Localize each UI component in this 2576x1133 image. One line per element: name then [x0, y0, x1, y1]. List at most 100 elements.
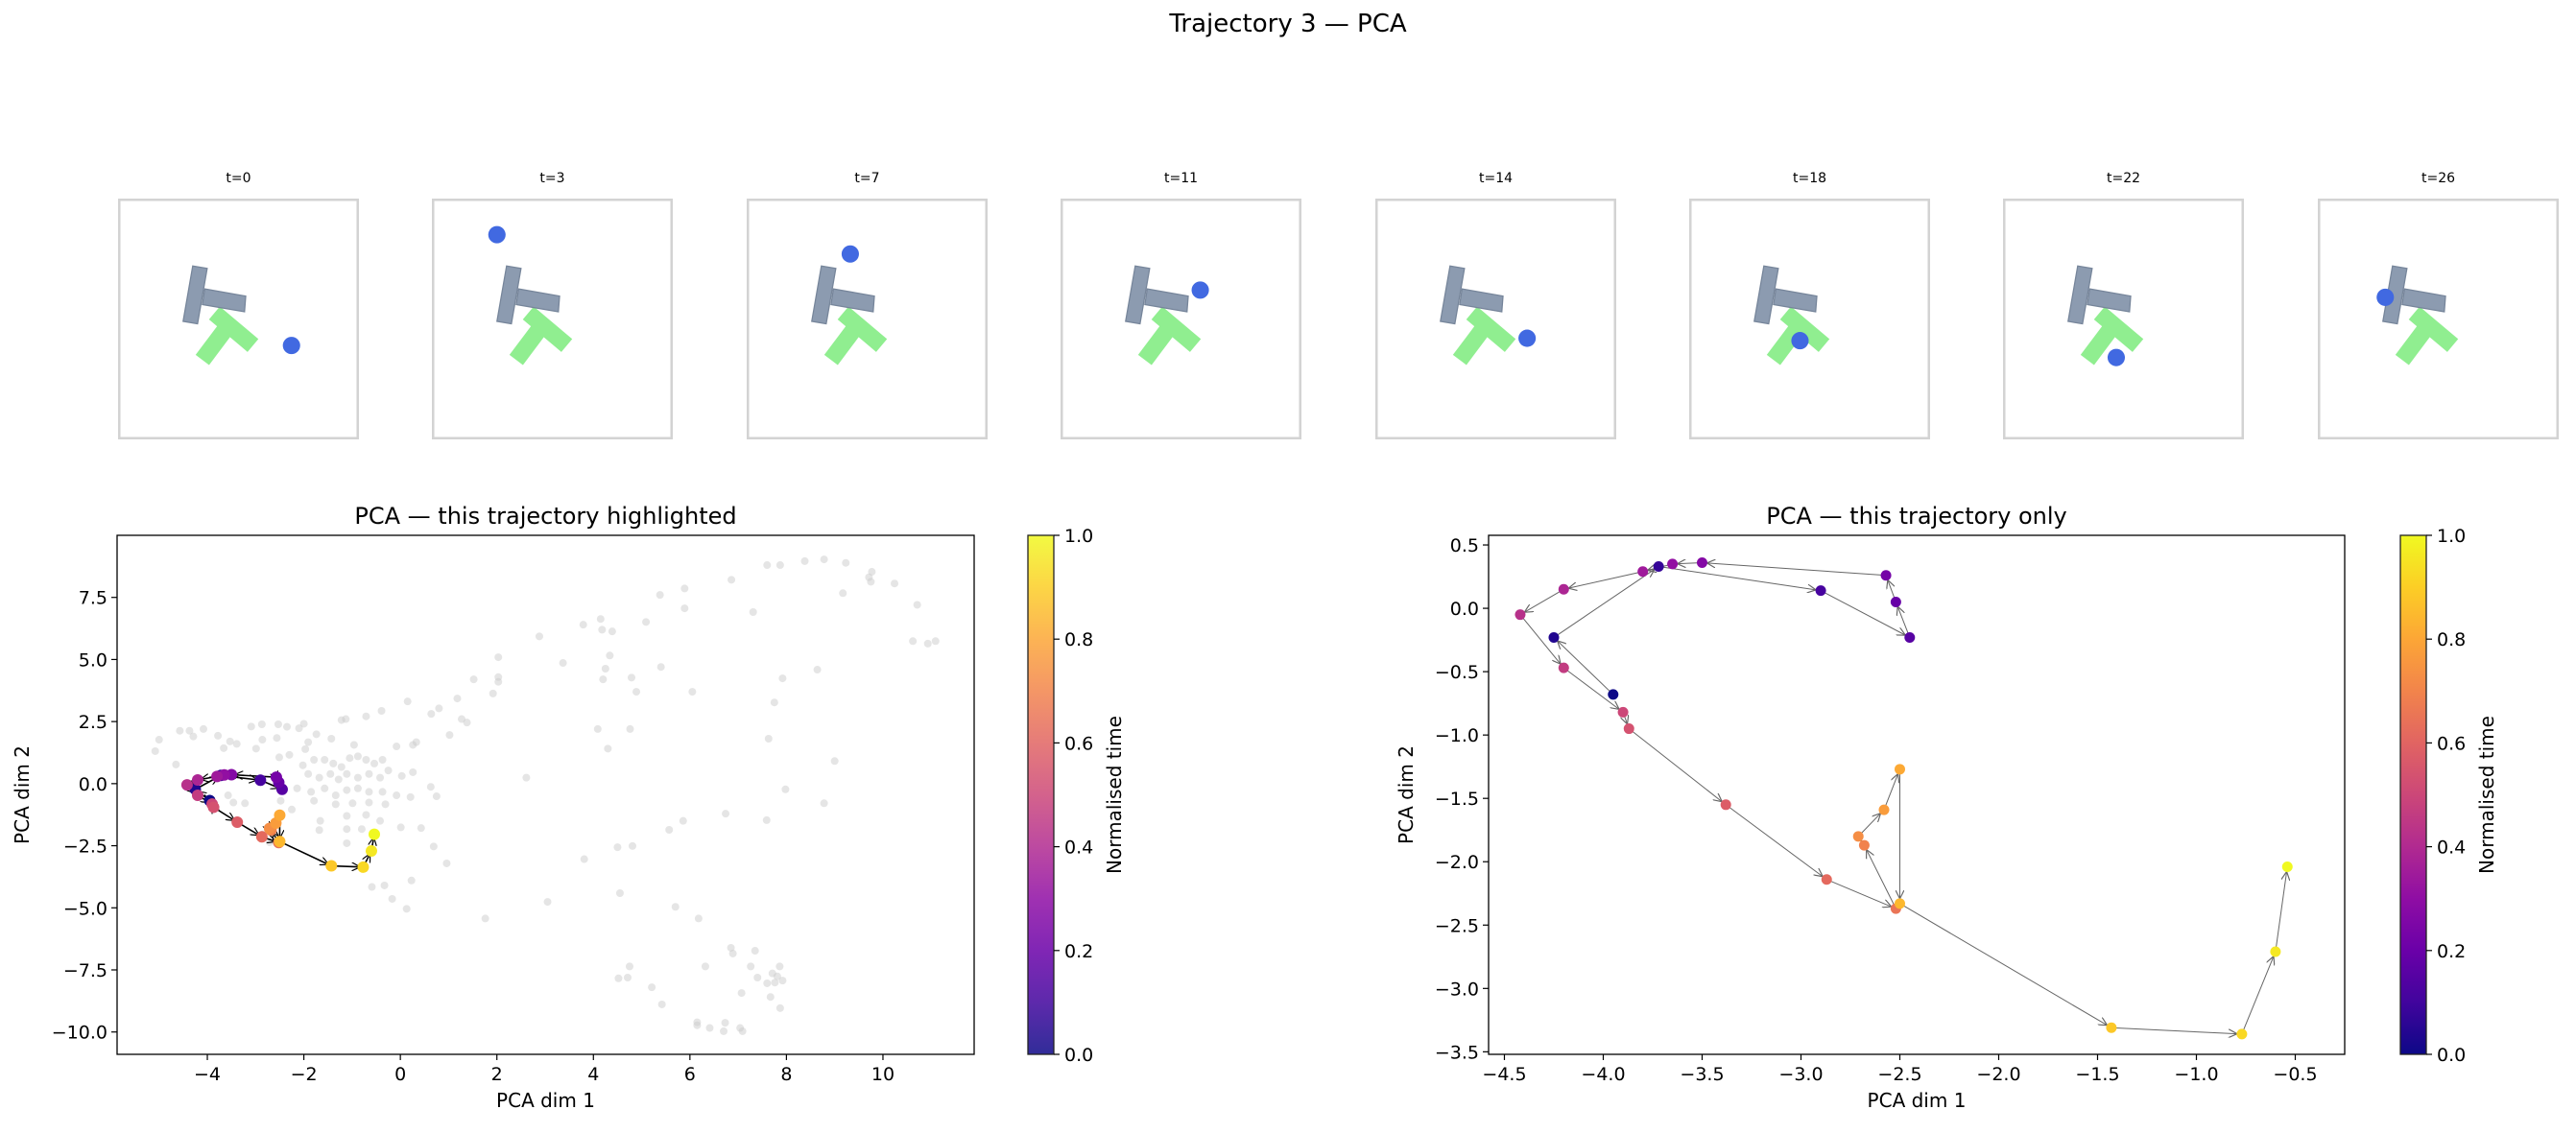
- background-point: [365, 769, 373, 778]
- y-tick-label: 0.0: [79, 774, 107, 795]
- y-axis-label: PCA dim 2: [11, 745, 34, 844]
- background-point: [299, 720, 308, 728]
- background-point: [273, 734, 281, 743]
- background-point: [353, 784, 362, 792]
- background-point: [343, 786, 351, 794]
- x-tick-label: −2: [291, 1064, 318, 1085]
- colorbar-tick-label: 0.8: [1064, 629, 1093, 650]
- background-point: [407, 876, 416, 885]
- background-point: [251, 744, 260, 753]
- trajectory-arrow: [1830, 881, 1892, 907]
- background-point: [370, 759, 379, 767]
- background-point: [304, 738, 313, 746]
- background-point: [613, 843, 622, 852]
- trajectory-point: [180, 779, 193, 791]
- background-point: [778, 977, 787, 985]
- background-point: [608, 627, 616, 636]
- x-tick-label: −3.5: [1680, 1064, 1724, 1085]
- trajectory-arrow: [1522, 618, 1561, 665]
- trajectory-point: [369, 828, 381, 840]
- frame-border: [118, 199, 359, 439]
- background-point: [665, 825, 674, 834]
- background-point: [599, 675, 608, 684]
- block-t-stem: [811, 265, 837, 325]
- trajectory-point: [1515, 609, 1526, 621]
- colorbar-tick-label: 0.0: [2437, 1045, 2466, 1066]
- background-point: [727, 576, 736, 584]
- trajectory-arrow: [1903, 905, 2108, 1025]
- target-t-bar: [837, 306, 888, 352]
- background-point: [775, 561, 784, 570]
- trajectory-point: [1821, 874, 1832, 885]
- frame-thumbnail: [1061, 199, 1301, 439]
- target-t-bar: [208, 306, 259, 352]
- background-point: [481, 914, 489, 923]
- block-t-bar: [2401, 288, 2446, 313]
- trajectory-point: [1623, 723, 1634, 735]
- target-t-bar: [522, 306, 573, 352]
- colorbar-tick-label: 0.4: [1064, 838, 1093, 859]
- colorbar-bar: [1027, 534, 1055, 1055]
- y-tick-label: −0.5: [1435, 662, 1479, 683]
- background-point: [656, 591, 664, 600]
- background-point: [657, 1000, 666, 1008]
- background-point: [293, 784, 301, 792]
- block-t-bar: [2087, 288, 2132, 313]
- background-point: [820, 799, 828, 808]
- x-tick-label: −1.5: [2075, 1064, 2119, 1085]
- background-point: [626, 724, 634, 733]
- trajectory-point: [1617, 706, 1629, 718]
- background-point: [559, 659, 567, 668]
- block-t-bar: [1144, 288, 1189, 313]
- trajectory-arrow: [1729, 807, 1823, 877]
- background-point: [377, 707, 386, 716]
- trajectory-point: [1608, 689, 1619, 700]
- target-t-bar: [2093, 306, 2144, 352]
- x-tick-label: −4: [194, 1064, 221, 1085]
- x-tick-label: 10: [871, 1064, 894, 1085]
- background-point: [185, 726, 194, 735]
- axes-frame: [116, 534, 975, 1055]
- background-point: [494, 653, 503, 662]
- trajectory-point: [1558, 583, 1569, 595]
- colorbar-tick-label: 1.0: [1064, 526, 1093, 547]
- background-point: [579, 621, 587, 629]
- background-point: [384, 767, 393, 775]
- background-point: [285, 750, 294, 759]
- background-point: [913, 601, 921, 609]
- plot-area: [1515, 557, 2293, 1040]
- background-point: [596, 615, 605, 624]
- trajectory-arrow: [239, 822, 259, 837]
- background-point: [614, 974, 623, 982]
- y-tick-label: −2.5: [63, 837, 107, 858]
- trajectory-point: [1890, 596, 1901, 607]
- background-point: [376, 773, 385, 782]
- background-point: [388, 894, 396, 903]
- trajectory-arrow: [1663, 566, 1816, 590]
- background-point: [766, 993, 775, 1002]
- y-tick-label: −2.5: [1435, 915, 1479, 936]
- trajectory-arrow: [1625, 717, 1628, 724]
- block-t-stem: [1440, 265, 1466, 325]
- trajectory-point: [1548, 631, 1560, 643]
- background-point: [931, 637, 940, 646]
- colorbar-label: Normalised time: [1103, 716, 1126, 874]
- background-point: [601, 665, 609, 673]
- frame-border: [2003, 199, 2244, 439]
- trajectory-point: [1558, 662, 1569, 673]
- background-point: [362, 756, 370, 765]
- background-point: [348, 799, 357, 808]
- plot-title: PCA — this trajectory only: [1766, 503, 2067, 530]
- agent-dot: [841, 245, 859, 263]
- background-point: [343, 769, 351, 778]
- background-point: [623, 974, 632, 982]
- x-tick-label: −4.5: [1482, 1064, 1526, 1085]
- trajectory-point: [1852, 831, 1864, 842]
- background-point: [749, 607, 757, 616]
- background-point: [688, 688, 697, 696]
- background-point: [781, 785, 790, 793]
- background-point: [435, 704, 443, 713]
- trajectory-point: [1637, 566, 1649, 578]
- block-t-stem: [496, 265, 522, 325]
